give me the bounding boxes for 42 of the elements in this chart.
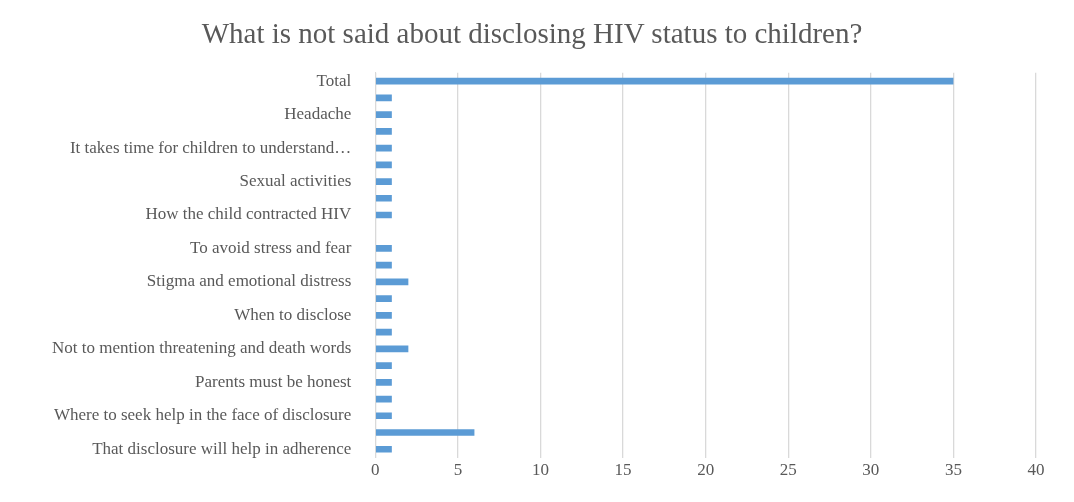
y-tick-label: Headache bbox=[284, 104, 352, 124]
bar bbox=[375, 362, 392, 369]
bar bbox=[375, 312, 392, 319]
y-tick-label: Sexual activities bbox=[239, 171, 352, 191]
bar bbox=[375, 178, 392, 185]
y-tick-label: Parents must be honest bbox=[195, 371, 352, 391]
bar bbox=[375, 194, 392, 202]
y-tick-label: How the child contracted HIV bbox=[145, 204, 353, 224]
chart-title: What is not said about disclosing HIV status to children? bbox=[201, 17, 863, 50]
bar bbox=[375, 295, 392, 303]
bar bbox=[375, 111, 392, 118]
bar bbox=[375, 445, 392, 453]
y-tick-label: Total bbox=[316, 70, 352, 90]
y-tick-label: To avoid stress and fear bbox=[190, 237, 352, 257]
bar bbox=[375, 395, 392, 403]
bar bbox=[375, 245, 392, 252]
x-tick-label: 25 bbox=[779, 460, 797, 480]
bar bbox=[375, 328, 392, 336]
bar bbox=[375, 144, 392, 152]
bar bbox=[375, 77, 954, 85]
x-tick-label: 5 bbox=[453, 460, 463, 480]
y-tick-label: That disclosure will help in adherence bbox=[92, 438, 352, 458]
bar bbox=[375, 429, 475, 436]
x-tick-label: 15 bbox=[614, 460, 632, 480]
bar bbox=[375, 161, 392, 169]
bar bbox=[375, 378, 392, 386]
y-tick-label: Not to mention threatening and death words bbox=[51, 338, 352, 358]
bar bbox=[375, 261, 392, 269]
bar bbox=[375, 94, 392, 102]
bar bbox=[375, 412, 392, 420]
x-tick-label: 35 bbox=[944, 460, 962, 480]
x-tick-label: 40 bbox=[1027, 460, 1045, 480]
x-tick-label: 10 bbox=[531, 460, 549, 480]
y-tick-label: It takes time for children to understand… bbox=[69, 137, 352, 157]
bar bbox=[375, 128, 392, 135]
x-tick-label: 0 bbox=[371, 460, 380, 480]
bar bbox=[375, 211, 392, 219]
x-tick-label: 20 bbox=[697, 460, 715, 480]
x-tick-label: 30 bbox=[862, 460, 880, 480]
y-tick-label: Stigma and emotional distress bbox=[146, 271, 352, 291]
y-tick-label: When to disclose bbox=[234, 304, 352, 324]
y-tick-label: Where to seek help in the face of disclosure bbox=[53, 405, 352, 425]
